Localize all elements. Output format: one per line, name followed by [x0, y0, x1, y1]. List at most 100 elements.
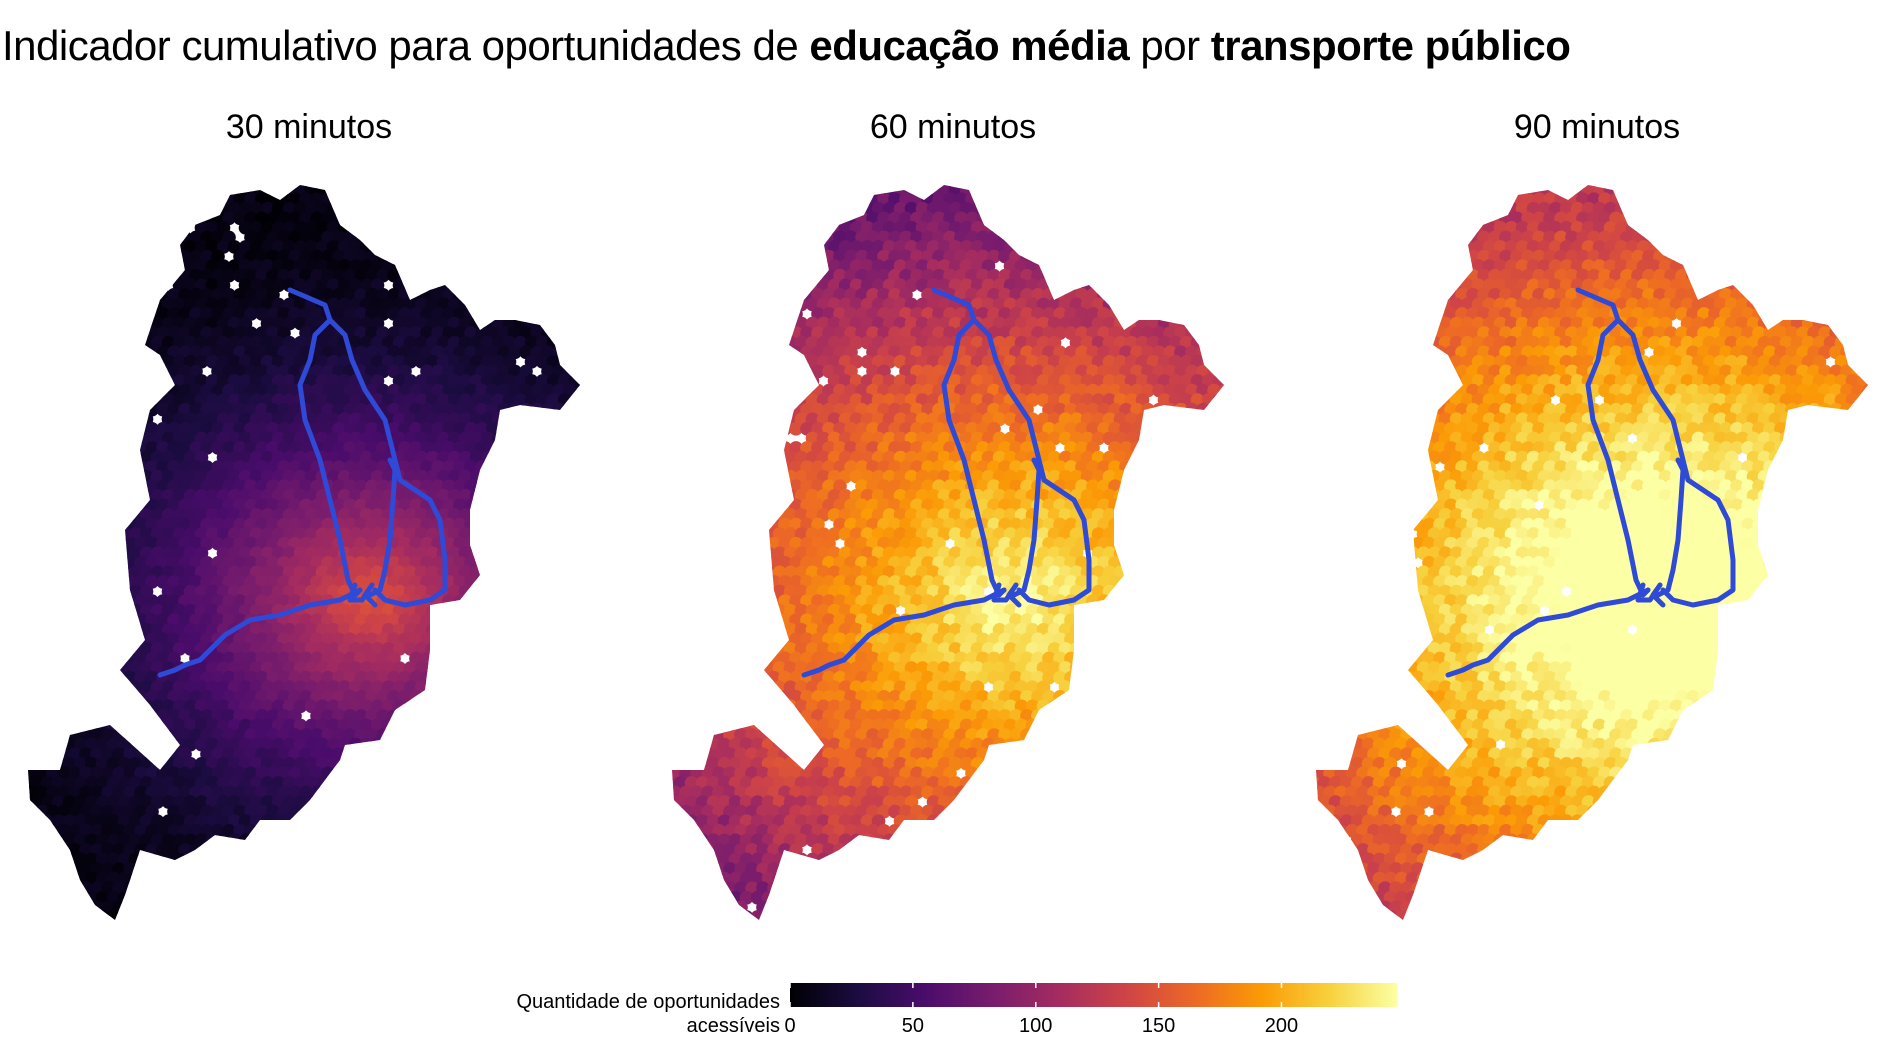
hexagon-cell	[728, 297, 743, 312]
hexagon-cell	[695, 297, 710, 312]
hexagon-cell	[29, 450, 44, 465]
hexagon-cell	[728, 221, 743, 235]
hexagon-cell	[106, 240, 121, 254]
hexagon-cell	[579, 833, 580, 848]
hexagon-cell	[51, 661, 66, 675]
hexagon-cell	[491, 718, 506, 733]
hexagon-cell	[84, 527, 99, 541]
hexagon-cell	[453, 728, 467, 742]
hexagon-cell	[68, 919, 82, 920]
hexagon-cell	[128, 316, 143, 331]
hexagon-cell	[453, 747, 467, 762]
hexagon-cell	[552, 632, 566, 647]
hexagon-cell	[502, 699, 517, 714]
hexagon-cell	[513, 661, 528, 675]
hexagon-cell	[1152, 307, 1166, 321]
hexagon-cell	[657, 250, 671, 264]
hexagon-cell	[1196, 185, 1210, 187]
hexagon-cell	[414, 871, 429, 886]
hexagon-cell	[475, 249, 489, 264]
hexagon-cell	[778, 211, 792, 226]
hexagon-cell	[112, 479, 126, 494]
hexagon-cell	[552, 709, 566, 723]
hexagon-cell	[508, 230, 522, 245]
hexagon-cell	[1113, 240, 1128, 254]
hexagon-cell	[29, 185, 44, 197]
hexagon-cell	[40, 603, 55, 618]
hexagon-cell	[552, 288, 566, 302]
hexagon-cell	[486, 900, 500, 915]
hexagon-cell	[464, 785, 478, 800]
hexagon-cell	[1047, 259, 1062, 273]
hexagon-cell	[161, 221, 176, 235]
hexagon-cell	[403, 852, 418, 867]
hexagon-cell	[398, 249, 412, 264]
hexagon-cell	[28, 689, 38, 704]
hexagon-cell	[491, 450, 506, 465]
hexagon-cell	[480, 584, 495, 599]
hexagon-cell	[568, 603, 580, 618]
hexagon-cell	[1058, 221, 1073, 235]
hexagon-cell	[502, 890, 517, 905]
hexagon-cell	[563, 881, 577, 895]
hexagon-cell	[293, 910, 308, 920]
hexagon-cell	[1157, 221, 1172, 235]
hexagon-cell	[431, 862, 445, 876]
hexagon-cell	[568, 890, 580, 905]
hexagon-cell	[189, 919, 203, 920]
hexagon-cell	[62, 508, 77, 522]
hexagon-cell	[112, 422, 126, 436]
hexagon-cell	[315, 852, 330, 867]
hexagon-cell	[112, 288, 126, 302]
hexagon-cell	[519, 804, 533, 819]
hexagon-cell	[480, 221, 495, 235]
hexagon-cell	[486, 709, 500, 723]
hexagon-cell	[712, 307, 726, 321]
hexagon-cell	[574, 900, 580, 915]
hexagon-cell	[579, 431, 580, 446]
hexagon-cell	[222, 919, 236, 920]
hexagon-cell	[13, 326, 27, 340]
hexagon-cell	[1218, 230, 1224, 245]
hexagon-cell	[672, 185, 682, 187]
hexagon-cell	[591, 776, 605, 790]
hexagon-cell	[128, 335, 143, 350]
hexagon-cell	[783, 278, 798, 293]
hexagon-cell	[255, 823, 269, 838]
hexagon-cell	[62, 297, 77, 312]
hexagon-cell	[811, 230, 825, 245]
hexagon-cell	[1146, 240, 1161, 254]
hexagon-cell	[690, 307, 704, 321]
hexagon-cell	[1108, 249, 1122, 264]
hexagon-cell	[557, 546, 572, 561]
hexagon-cell	[387, 766, 401, 781]
hexagon-cell	[811, 192, 825, 206]
hexagon-cell	[315, 814, 330, 829]
hexagon-cell	[128, 297, 143, 312]
hexagon-cell	[508, 211, 522, 226]
hexagon-cell	[62, 316, 77, 331]
hexagon-cell	[211, 185, 225, 187]
hexagon-cell	[1141, 307, 1155, 321]
hexagon-cell	[805, 259, 820, 273]
hexagon-cell	[508, 249, 522, 264]
hexagon-cell	[497, 479, 511, 494]
hexagon-cell	[387, 230, 401, 245]
hexagon-cell	[398, 192, 412, 206]
hexagon-cell	[1091, 240, 1106, 254]
hexagon-cell	[200, 919, 214, 920]
hexagon-cell	[524, 680, 539, 695]
hexagon-cell	[106, 374, 121, 388]
hexagon-cell	[13, 786, 27, 800]
hexagon-cell	[73, 890, 88, 905]
hexagon-cell	[508, 881, 522, 895]
hexagon-cell	[458, 185, 473, 197]
hexagon-cell	[51, 565, 66, 580]
hexagon-cell	[546, 488, 561, 503]
hexagon-cell	[1157, 185, 1172, 197]
hexagon-cell	[28, 594, 38, 608]
hexagon-cell	[552, 192, 566, 206]
hexagon-cell	[734, 288, 748, 302]
hexagon-cell	[1020, 211, 1034, 226]
hexagon-cell	[535, 278, 550, 293]
